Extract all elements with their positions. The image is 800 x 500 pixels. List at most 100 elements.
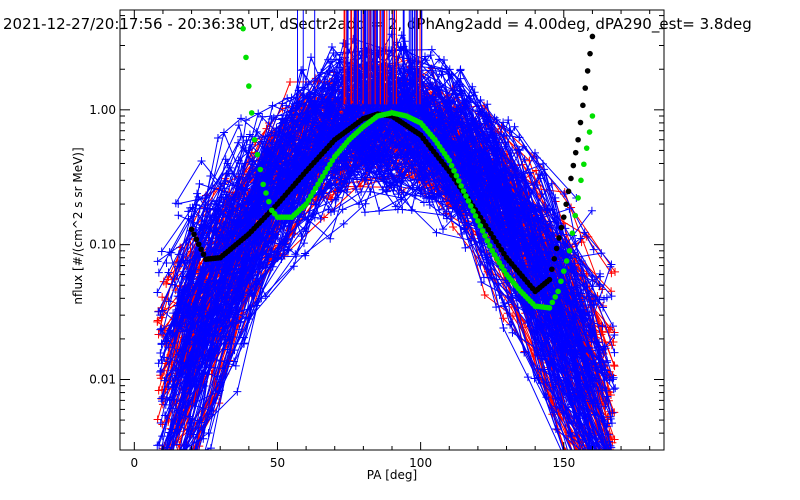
plus-marker: [427, 45, 436, 54]
plus-marker: [281, 232, 290, 241]
plus-marker: [242, 116, 251, 125]
plus-marker: [485, 114, 494, 123]
plus-marker: [180, 340, 189, 349]
plus-marker: [529, 258, 538, 267]
plus-marker: [204, 429, 213, 438]
plus-marker: [255, 254, 264, 263]
plus-marker: [157, 324, 166, 333]
plus-marker: [525, 245, 534, 254]
plus-marker: [157, 247, 166, 256]
plus-marker: [609, 373, 618, 382]
plus-marker: [258, 112, 267, 121]
plus-marker: [207, 410, 216, 419]
plus-marker: [583, 308, 592, 317]
plus-marker: [556, 352, 565, 361]
plus-marker: [583, 447, 585, 450]
plus-marker: [156, 368, 165, 377]
plus-marker: [164, 268, 173, 277]
plus-marker: [283, 245, 292, 254]
plus-marker: [330, 207, 339, 216]
plus-marker: [225, 254, 234, 263]
plus-marker: [503, 207, 512, 216]
plus-marker: [508, 170, 517, 179]
plus-marker: [363, 151, 372, 160]
plus-marker: [520, 194, 529, 203]
plus-marker: [515, 133, 524, 142]
plus-marker: [201, 332, 210, 341]
plus-marker: [237, 114, 246, 123]
plus-marker: [353, 175, 362, 184]
plus-marker: [162, 337, 171, 346]
trace-line: [166, 82, 593, 450]
plus-marker: [382, 186, 391, 195]
plus-marker: [452, 108, 461, 117]
plus-marker: [157, 366, 166, 375]
plus-marker: [604, 430, 613, 439]
plus-marker: [157, 397, 166, 406]
plus-marker: [575, 330, 584, 339]
plus-marker: [595, 338, 604, 347]
plus-marker: [587, 206, 596, 215]
plus-marker: [156, 419, 165, 428]
plus-marker: [164, 297, 173, 306]
plus-marker: [523, 373, 532, 382]
plus-marker: [584, 346, 593, 355]
plus-marker: [577, 257, 586, 266]
plus-marker: [500, 302, 509, 311]
plus-marker: [499, 118, 508, 127]
blue-trace: [174, 75, 593, 320]
plus-marker: [162, 279, 171, 288]
plus-marker: [160, 376, 169, 385]
plus-marker: [153, 316, 162, 325]
plus-marker: [457, 230, 466, 239]
plus-marker: [607, 287, 616, 296]
plus-marker: [569, 285, 578, 294]
plus-marker: [197, 157, 206, 166]
plus-marker: [461, 243, 470, 252]
plus-marker: [258, 137, 267, 146]
plus-marker: [414, 155, 423, 164]
plus-marker: [365, 137, 374, 146]
plus-marker: [179, 447, 181, 450]
plus-marker: [435, 176, 444, 185]
plus-marker: [287, 93, 296, 102]
plus-marker: [480, 291, 489, 300]
plus-marker: [494, 279, 503, 288]
plus-marker: [426, 110, 435, 119]
plus-marker: [170, 339, 179, 348]
plus-marker: [492, 115, 501, 124]
plus-marker: [565, 447, 567, 450]
plus-marker: [470, 88, 479, 97]
plus-marker: [408, 183, 417, 192]
plus-marker: [234, 220, 243, 229]
plus-marker: [533, 206, 542, 215]
plus-marker: [597, 249, 606, 258]
plus-marker: [608, 419, 617, 428]
plus-marker: [366, 187, 375, 196]
plus-marker: [502, 184, 511, 193]
plus-marker: [467, 154, 476, 163]
plus-marker: [542, 346, 551, 355]
plus-marker: [196, 446, 198, 450]
plus-marker: [280, 200, 289, 209]
plus-marker: [298, 109, 307, 118]
plus-marker: [222, 193, 231, 202]
plus-marker: [153, 441, 162, 450]
plus-marker: [230, 346, 239, 355]
plus-marker: [586, 296, 595, 305]
plus-marker: [189, 430, 198, 439]
plus-marker: [324, 205, 333, 214]
plus-marker: [235, 253, 244, 262]
plus-marker: [353, 163, 362, 172]
plus-marker: [520, 155, 529, 164]
plus-marker: [389, 186, 398, 195]
plus-marker: [355, 154, 364, 163]
plus-marker: [298, 213, 307, 222]
plus-marker: [187, 377, 196, 386]
plus-marker: [610, 362, 619, 371]
plus-marker: [392, 141, 401, 150]
plus-marker: [602, 293, 611, 302]
plus-marker: [361, 199, 370, 208]
plus-marker: [606, 414, 615, 423]
